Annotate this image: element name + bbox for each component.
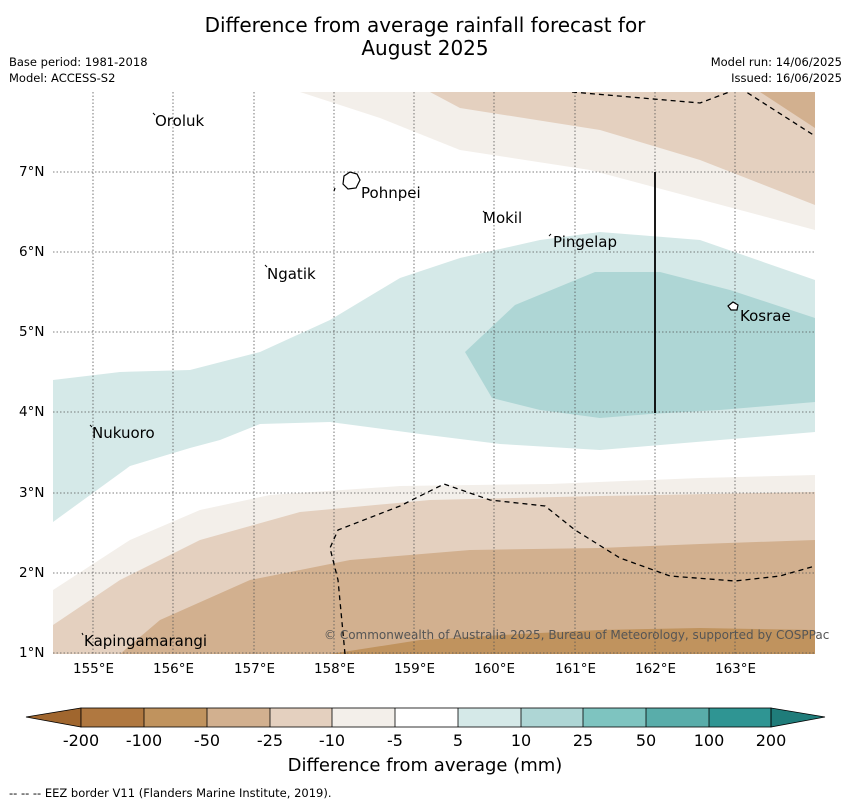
colorbar-label: 200 xyxy=(755,731,787,750)
y-tick-1n: 1°N xyxy=(19,645,45,661)
atoll-marks xyxy=(81,112,552,636)
y-tick-3n: 3°N xyxy=(19,485,45,501)
colorbar-high-extend xyxy=(770,707,826,728)
colorbar-label: 100 xyxy=(693,731,725,750)
y-tick-2n: 2°N xyxy=(19,565,45,581)
colorbar xyxy=(25,707,826,728)
copyright-text: © Commonwealth of Australia 2025, Bureau… xyxy=(324,628,830,642)
y-tick-7n: 7°N xyxy=(19,164,45,180)
north-dry-band-dark xyxy=(760,92,815,128)
map-title-line2: August 2025 xyxy=(361,36,489,60)
place-oroluk: Oroluk xyxy=(155,112,205,130)
x-tick-157: 157°E xyxy=(234,661,276,677)
colorbar-segment-4 xyxy=(270,708,332,727)
map-area xyxy=(53,92,815,654)
south-dry-band-dark xyxy=(120,540,815,654)
place-mokil: Mokil xyxy=(483,209,523,227)
kosrae-island-shape xyxy=(727,301,739,311)
x-tick-162: 162°E xyxy=(635,661,677,677)
model-label: Model: ACCESS-S2 xyxy=(9,71,116,85)
place-pingelap: Pingelap xyxy=(553,233,618,251)
colorbar-label: -50 xyxy=(193,731,221,750)
south-dry-band-darker xyxy=(330,628,815,654)
colorbar-title: Difference from average (mm) xyxy=(287,755,563,776)
colorbar-segment-6 xyxy=(395,708,458,727)
base-period-label: Base period: 1981-2018 xyxy=(9,55,148,69)
colorbar-segment-7 xyxy=(458,708,521,727)
y-tick-5n: 5°N xyxy=(19,324,45,340)
x-tick-155: 155°E xyxy=(73,661,115,677)
y-tick-4n: 4°N xyxy=(19,404,45,420)
north-dry-band-mid xyxy=(430,92,815,205)
x-tick-156: 156°E xyxy=(153,661,195,677)
colorbar-segment-10 xyxy=(646,708,709,727)
x-tick-161: 161°E xyxy=(555,661,597,677)
y-tick-6n: 6°N xyxy=(19,244,45,260)
place-ngatik: Ngatik xyxy=(267,265,316,283)
model-run-label: Model run: 14/06/2025 xyxy=(710,55,842,69)
colorbar-label: -25 xyxy=(256,731,284,750)
colorbar-segment-9 xyxy=(583,708,646,727)
colorbar-low-extend xyxy=(25,707,82,728)
eez-borders xyxy=(329,92,815,654)
colorbar-label: 25 xyxy=(572,731,594,750)
colorbar-segment-8 xyxy=(521,708,583,727)
x-tick-163: 163°E xyxy=(715,661,757,677)
x-tick-159: 159°E xyxy=(394,661,436,677)
colorbar-label: -5 xyxy=(387,731,403,750)
colorbar-label: 50 xyxy=(635,731,657,750)
colorbar-label: 5 xyxy=(452,731,464,750)
eez-footnote: -- -- -- EEZ border V11 (Flanders Marine… xyxy=(9,786,332,800)
colorbar-segment-1 xyxy=(81,708,144,727)
colorbar-label: -10 xyxy=(318,731,346,750)
place-kapingamarangi: Kapingamarangi xyxy=(84,632,208,650)
colorbar-label: 10 xyxy=(510,731,532,750)
place-pohnpei: Pohnpei xyxy=(361,184,421,202)
colorbar-segment-2 xyxy=(144,708,207,727)
issued-label: Issued: 16/06/2025 xyxy=(731,71,842,85)
wet-band-mid xyxy=(465,272,815,418)
x-tick-158: 158°E xyxy=(314,661,356,677)
colorbar-label: -100 xyxy=(125,731,163,750)
map-title-line1: Difference from average rainfall forecas… xyxy=(204,13,646,37)
colorbar-segment-5 xyxy=(332,708,395,727)
pohnpei-island-shape xyxy=(342,171,361,190)
pohnpei-islet-mark xyxy=(333,187,336,192)
colorbar-label: -200 xyxy=(62,731,100,750)
colorbar-segment-11 xyxy=(709,708,771,727)
x-tick-160: 160°E xyxy=(474,661,516,677)
place-nukuoro: Nukuoro xyxy=(92,424,155,442)
colorbar-segment-3 xyxy=(207,708,270,727)
place-kosrae: Kosrae xyxy=(740,307,791,325)
